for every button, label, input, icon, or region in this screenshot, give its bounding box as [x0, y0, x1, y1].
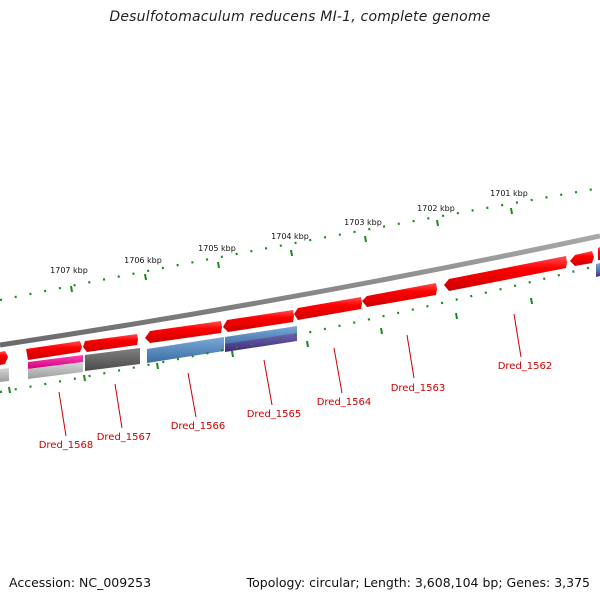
category-block[interactable] — [28, 355, 83, 369]
inner-ruler-major-ticks — [8, 297, 533, 394]
gene-label-dred-1563: Dred_1563 — [391, 383, 446, 394]
kbp-label-1706: 1706 kbp — [124, 256, 162, 265]
genome-backbone — [0, 233, 600, 348]
category-block[interactable] — [596, 271, 600, 277]
kbp-label-1703: 1703 kbp — [344, 218, 382, 227]
gene-label-dred-1565: Dred_1565 — [247, 409, 302, 420]
category-block[interactable] — [596, 263, 600, 273]
category-block[interactable] — [0, 368, 9, 382]
gene-arrow[interactable] — [0, 351, 8, 365]
gene-arrow-dred-1564[interactable] — [294, 297, 362, 320]
gene-arrow-dred-1566[interactable] — [145, 321, 222, 343]
kbp-label-1704: 1704 kbp — [271, 232, 309, 241]
map-title: Desulfotomaculum reducens MI-1, complete… — [109, 9, 491, 25]
category-block[interactable] — [28, 362, 83, 379]
kbp-label-1705: 1705 kbp — [198, 244, 236, 253]
outer-ruler-dots — [0, 186, 600, 302]
genome-summary-text: Topology: circular; Length: 3,608,104 bp… — [246, 575, 590, 590]
gene-arrow-dred-1562[interactable] — [444, 256, 567, 291]
gene-labels: Dred_1562 Dred_1563 Dred_1564 Dred_1565 … — [39, 361, 553, 451]
accession-text: Accession: NC_009253 — [9, 575, 152, 590]
inner-ruler-dots — [0, 263, 600, 394]
kbp-label-1702: 1702 kbp — [417, 204, 455, 213]
gene-arrow[interactable] — [570, 251, 594, 266]
gene-label-dred-1568: Dred_1568 — [39, 440, 94, 451]
gene-label-dred-1567: Dred_1567 — [97, 432, 152, 443]
gene-arrow-dred-1563[interactable] — [362, 283, 437, 307]
category-block[interactable] — [147, 337, 224, 363]
kbp-labels: 1701 kbp 1702 kbp 1703 kbp 1704 kbp 1705… — [50, 189, 528, 275]
gene-arrow-dred-1567[interactable] — [83, 334, 138, 352]
category-track — [0, 263, 600, 382]
outer-ruler-major-ticks — [70, 207, 513, 293]
gene-label-dred-1562: Dred_1562 — [498, 361, 553, 372]
gene-arrow-dred-1565[interactable] — [223, 310, 294, 332]
kbp-label-1701: 1701 kbp — [490, 189, 528, 198]
forward-gene-track — [0, 247, 600, 365]
gene-leader-lines — [58, 313, 522, 437]
gene-label-dred-1564: Dred_1564 — [317, 397, 372, 408]
kbp-label-1707: 1707 kbp — [50, 266, 88, 275]
gene-arrow-dred-1568[interactable] — [26, 341, 82, 360]
category-block[interactable] — [225, 333, 297, 352]
gene-label-dred-1566: Dred_1566 — [171, 421, 226, 432]
category-block[interactable] — [85, 348, 140, 371]
